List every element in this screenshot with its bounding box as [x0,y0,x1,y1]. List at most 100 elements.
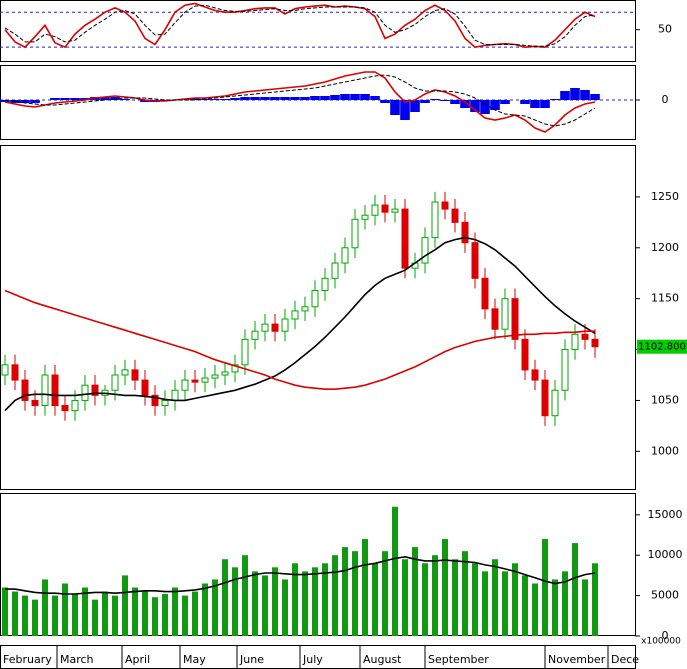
candle-body [201,377,209,383]
histogram-bar [430,99,440,100]
histogram-bar [260,97,270,100]
indicator-line [4,289,595,390]
volume-bar [312,567,318,636]
histogram-bar [70,98,80,100]
x-tick-label: February [3,653,52,666]
panel-frame [0,0,636,62]
histogram-bar [250,97,260,100]
candle-body [161,399,169,407]
candle-body [341,247,349,264]
candle-body [491,308,499,330]
panel-frame [0,65,636,140]
candle-body [471,242,479,279]
histogram-bar [320,96,330,100]
candle-body [331,262,339,279]
candle-body [541,379,549,417]
candle-body [141,379,149,396]
candle-body [281,318,289,332]
x-tick-label: April [125,653,150,666]
candle-body [321,277,329,292]
volume-bar [52,595,58,636]
candle-body [181,379,189,391]
histogram-bar [390,100,400,115]
volume-bar [542,539,548,636]
histogram-bar [380,100,390,103]
histogram-bar [290,97,300,100]
volume-bar [482,571,488,636]
panel-frame [0,145,636,490]
candle-body [591,338,599,348]
volume-bar [72,593,78,636]
candle-body [271,323,279,332]
indicator-line [5,555,596,595]
volume-bar [512,563,518,636]
candle-body [311,290,319,308]
volume-bar [302,571,308,636]
candle-body [451,208,459,223]
histogram-bar [460,100,470,108]
candle-body [351,218,359,249]
volume-bar [582,579,588,636]
volume-bar [522,575,528,636]
indicator-line [4,236,596,412]
volume-bar [32,599,38,636]
candle-body [251,330,259,340]
histogram-bar [80,98,90,100]
volume-bar [282,579,288,636]
candle-body [401,208,409,269]
histogram-bar [410,100,420,112]
candle-body [381,204,389,213]
candle-body [511,298,519,340]
histogram-bar [120,99,130,100]
volume-bar [472,563,478,636]
volume-bar [372,563,378,636]
histogram-bar [500,100,510,104]
histogram-bar [10,100,20,103]
volume-bar [422,563,428,636]
y-tick-label: 0 [662,93,669,106]
volume-bar [192,591,198,636]
candle-body [171,389,179,401]
histogram-bar [60,98,70,100]
candle-body [131,369,139,381]
candle-body [31,399,39,407]
candle-body [261,323,269,332]
histogram-bar [190,98,200,100]
candle-body [11,364,19,381]
volume-bar [102,591,108,636]
y-tick-label: 1200 [651,241,679,254]
candle-body [241,338,249,366]
volume-bar [162,593,168,636]
candle-body [71,399,79,412]
volume-bar [92,599,98,636]
histogram-bar [240,97,250,100]
volume-bar [412,547,418,636]
histogram-bar [370,96,380,100]
histogram-bar [210,99,220,100]
y-tick-label: 1000 [651,444,679,457]
candle-body [581,333,589,340]
histogram-bar [270,97,280,100]
candle-body [41,374,49,407]
y-tick-label: 1050 [651,393,679,406]
histogram-bar [280,97,290,100]
volume-bar [262,575,268,636]
x-tick-label: November [548,653,606,666]
volume-bar [222,559,228,636]
candle-body [561,349,569,391]
volume-bar [42,579,48,636]
candle-body [481,277,489,310]
histogram-bar [480,100,490,114]
volume-bar [562,571,568,636]
histogram-bar [340,94,350,100]
signal-line [4,74,596,127]
candle-body [121,369,129,376]
candle-body [21,379,29,401]
y-tick-label: 10000 [648,548,683,561]
volume-bar [492,559,498,636]
histogram-bar [220,99,230,100]
volume-bar [122,575,128,636]
candle-body [501,298,509,330]
histogram-bar [530,100,540,108]
